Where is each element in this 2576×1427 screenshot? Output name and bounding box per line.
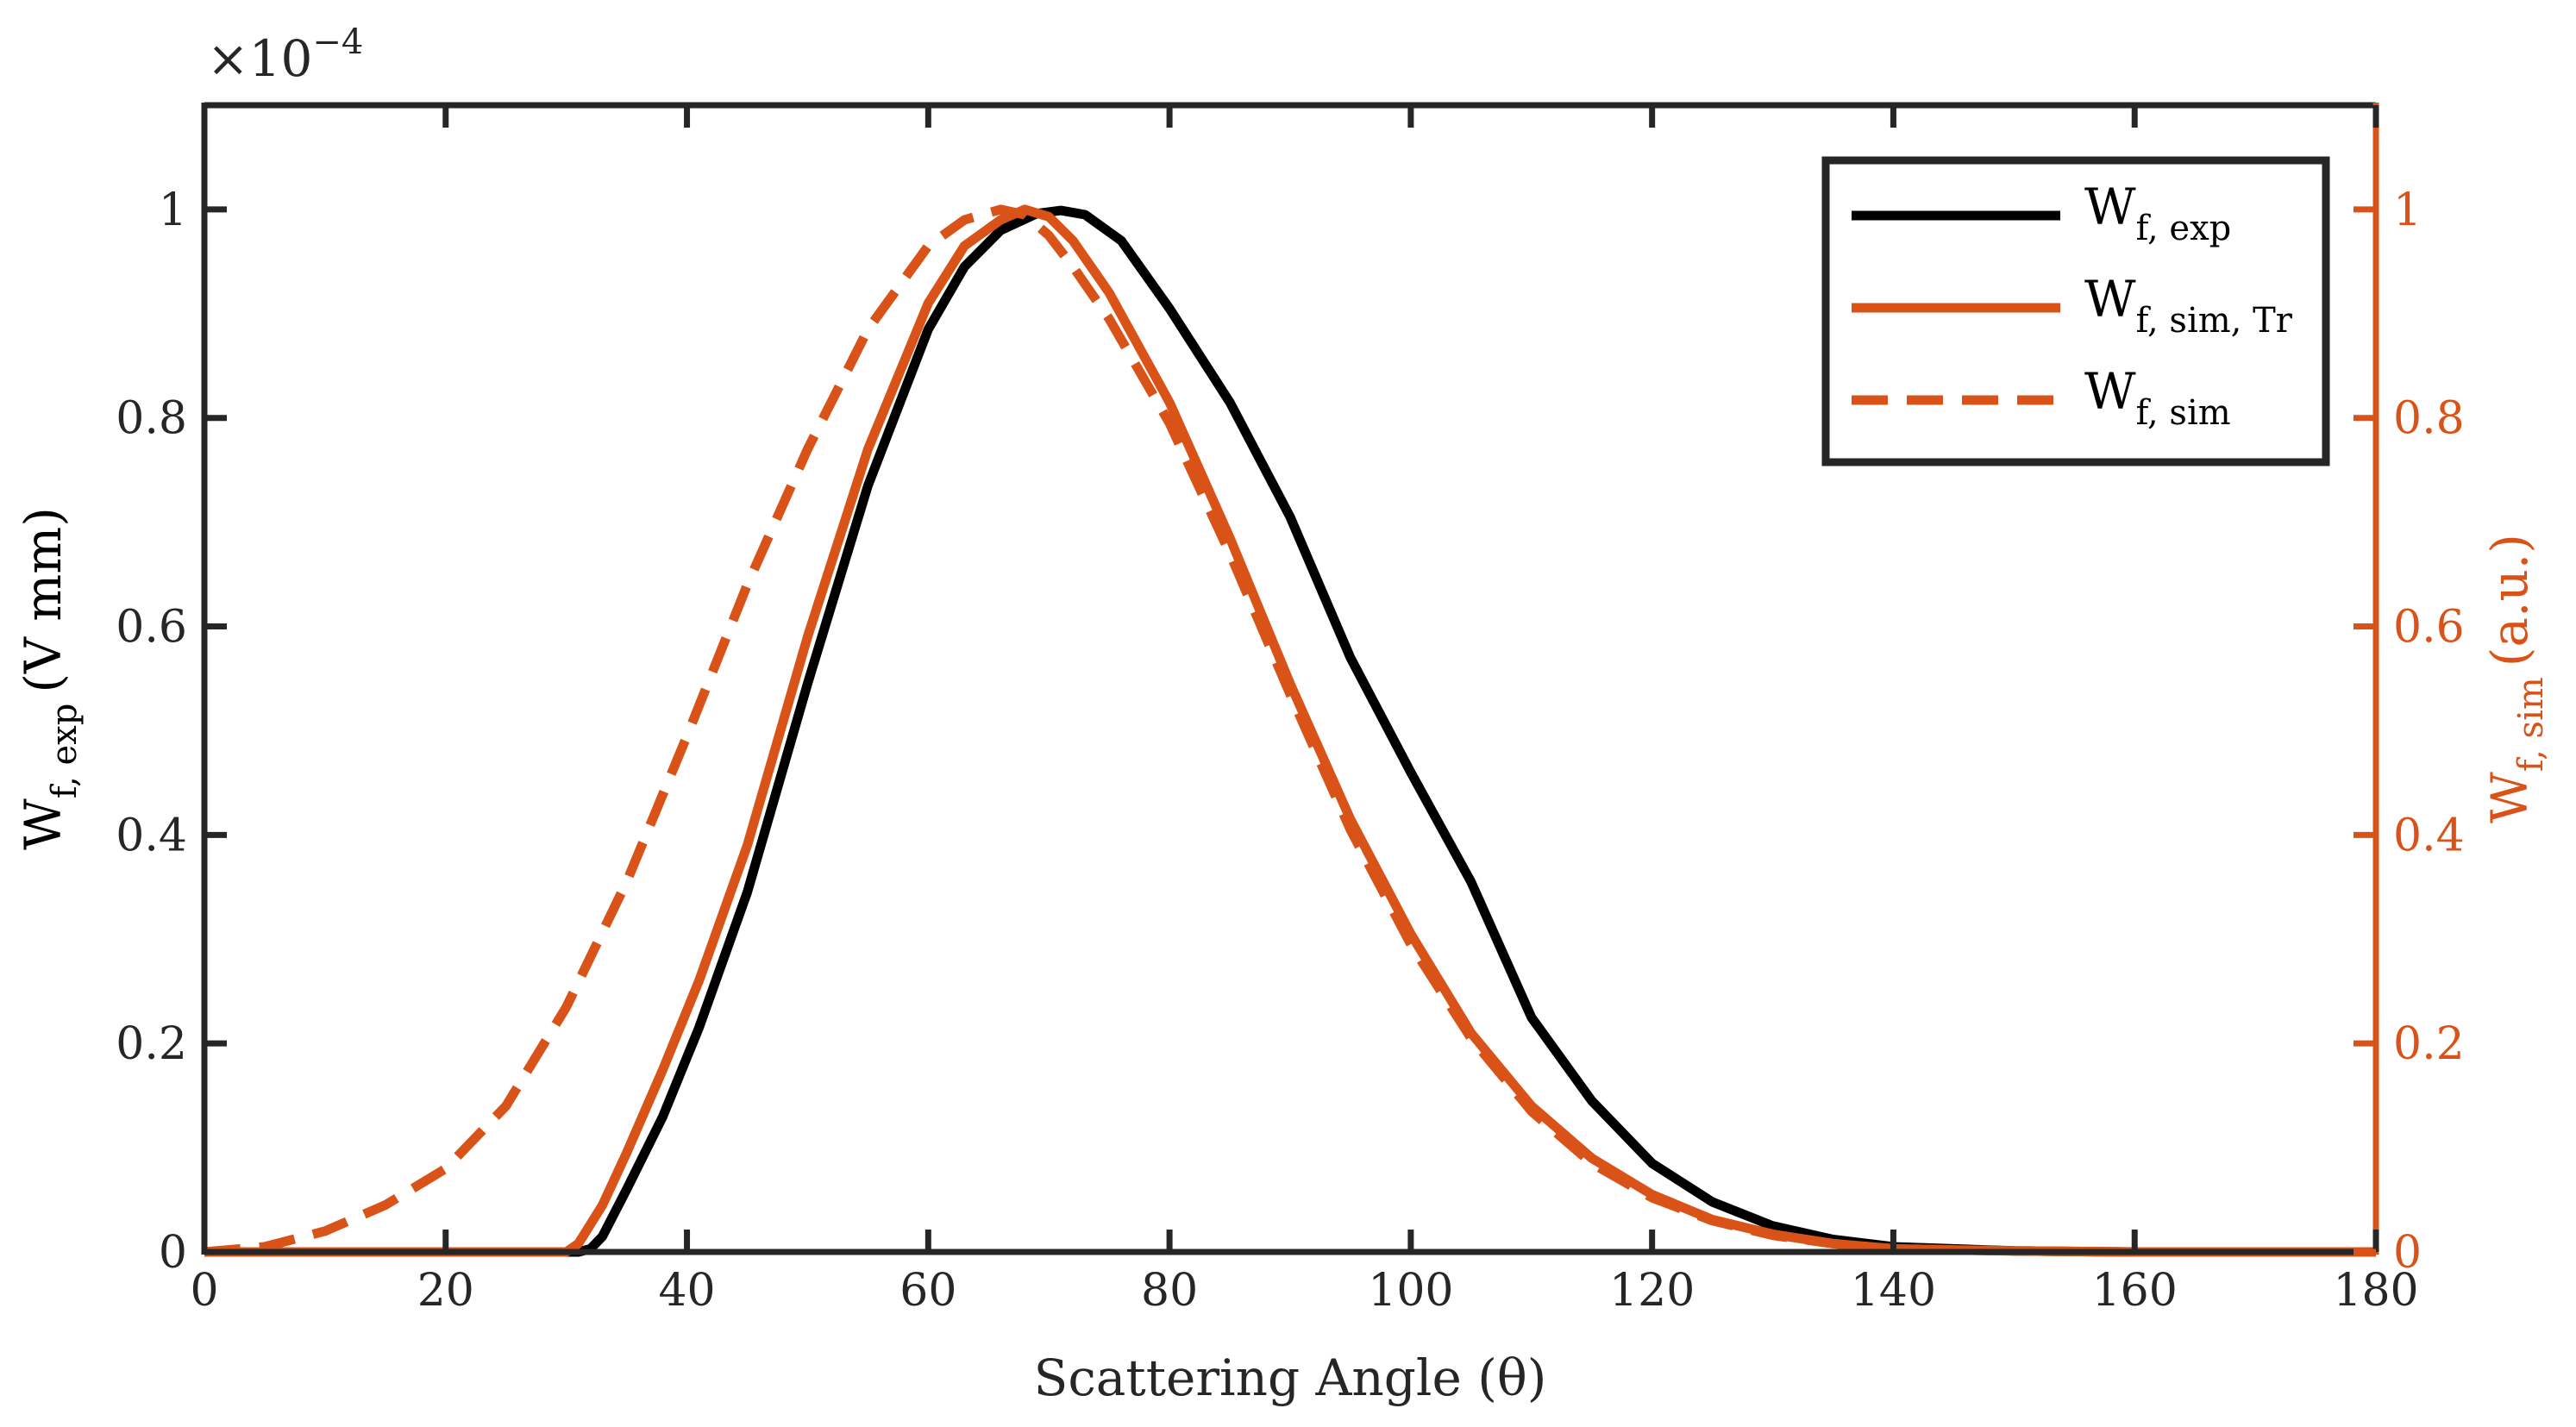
y-left-tick-label: 0.6 (116, 602, 187, 654)
y-axis-right-title: Wf, sim (a.u.) (2480, 534, 2551, 823)
y-right-title-units: (a.u.) (2480, 534, 2539, 667)
x-tick-label: 0 (190, 1265, 218, 1317)
series-layer (204, 204, 2376, 1257)
y-axis-left-title: Wf, exp (V mm) (14, 507, 85, 850)
legend-label-sim-tr-sub: f, sim, Tr (2136, 301, 2293, 341)
series-line-1 (204, 204, 2376, 1257)
x-tick-label: 160 (2092, 1265, 2178, 1317)
y-left-title-main: W (14, 798, 72, 850)
legend: Wf, exp Wf, sim, Tr Wf, sim (1821, 156, 2330, 466)
x-tick-label: 120 (1609, 1265, 1695, 1317)
legend-label-sim-tr-main: W (2084, 270, 2136, 329)
y-axis-exponent: ×10−4 (207, 22, 363, 88)
x-tick-label: 140 (1851, 1265, 1936, 1317)
legend-label-sim-sub: f, sim (2136, 393, 2231, 433)
legend-label-sim-main: W (2084, 362, 2136, 421)
y-left-tick-label: 0.8 (116, 393, 187, 445)
x-tick-label: 40 (658, 1265, 715, 1317)
y-right-tick-label: 1 (2393, 185, 2422, 236)
y-left-tick-label: 0 (159, 1227, 187, 1279)
y-right-title-main: W (2480, 772, 2539, 823)
legend-label-exp: Wf, exp (2084, 178, 2231, 248)
legend-label-sim: Wf, sim (2084, 362, 2231, 433)
y-axis-exponent-base: ×10 (207, 29, 312, 88)
y-right-title-sub: f, sim (2511, 677, 2551, 772)
y-right-tick-label: 0.4 (2393, 810, 2465, 861)
x-axis-title: Scattering Angle (θ) (1034, 1349, 1547, 1407)
x-tick-label: 100 (1368, 1265, 1453, 1317)
series-line-2 (204, 204, 2376, 1257)
y-right-tick-label: 0.6 (2393, 602, 2465, 654)
y-left-tick-label: 0.2 (116, 1018, 187, 1070)
x-tick-label: 180 (2333, 1265, 2418, 1317)
y-right-tick-label: 0.2 (2393, 1018, 2465, 1070)
y-left-title-units: (V mm) (14, 507, 72, 693)
x-tick-label: 80 (1141, 1265, 1198, 1317)
legend-label-exp-sub: f, exp (2136, 209, 2232, 248)
legend-label-sim-tr: Wf, sim, Tr (2084, 270, 2293, 341)
y-right-tick-label: 0 (2393, 1227, 2422, 1279)
axis-labels: Scattering Angle (θ) ×10−4 Wf, exp (V mm)… (14, 22, 2551, 1407)
x-tick-label: 60 (899, 1265, 956, 1317)
y-axis-exponent-power: −4 (312, 22, 363, 62)
y-right-tick-label: 0.8 (2393, 393, 2465, 445)
y-left-tick-label: 0.4 (116, 810, 187, 861)
x-tick-label: 20 (417, 1265, 474, 1317)
series-line-0 (204, 205, 2376, 1257)
legend-label-exp-main: W (2084, 178, 2136, 236)
y-left-title-sub: f, exp (45, 704, 85, 799)
y-left-tick-label: 1 (159, 185, 187, 236)
axes-layer: 0 20 40 60 80 100 120 140 160 18000.20.40.60.8100… (116, 102, 2465, 1317)
